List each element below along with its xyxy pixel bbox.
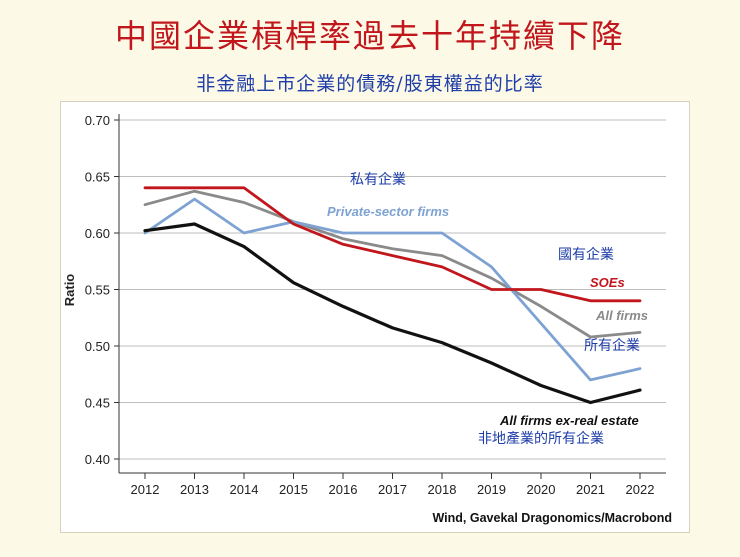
x-tick-label: 2012 xyxy=(131,482,160,497)
x-tick-label: 2018 xyxy=(428,482,457,497)
y-tick-label: 0.65 xyxy=(85,170,110,185)
series-label-ex-re: All firms ex-real estate xyxy=(499,413,639,428)
source-note: Wind, Gavekal Dragonomics/Macrobond xyxy=(432,511,672,525)
series-line-soes xyxy=(143,186,642,303)
axes xyxy=(118,114,666,479)
x-tick-label: 2021 xyxy=(576,482,605,497)
y-tick-label: 0.45 xyxy=(85,396,110,411)
y-tick-label: 0.40 xyxy=(85,452,110,467)
grid-lines xyxy=(114,119,666,460)
series-label-private-zh: 私有企業 xyxy=(350,171,406,188)
series-label-ex-re-zh: 非地產業的所有企業 xyxy=(478,430,604,447)
y-tick-label: 0.70 xyxy=(85,113,110,128)
series-line-all-firms xyxy=(143,189,642,339)
series-line-all-firms-ex-real-estate xyxy=(143,222,642,405)
series-label-soe: SOEs xyxy=(590,275,625,290)
x-tick-label: 2016 xyxy=(329,482,358,497)
page-title: 中國企業槓桿率過去十年持續下降 xyxy=(114,17,625,55)
chart-panel xyxy=(60,101,690,533)
x-tick-label: 2015 xyxy=(279,482,308,497)
x-tick-label: 2013 xyxy=(180,482,209,497)
x-tick-label: 2020 xyxy=(527,482,556,497)
y-tick-label: 0.55 xyxy=(85,283,110,298)
x-tick-label: 2017 xyxy=(378,482,407,497)
y-tick-label: 0.50 xyxy=(85,339,110,354)
x-tick-label: 2019 xyxy=(477,482,506,497)
series-label-private: Private-sector firms xyxy=(327,204,449,219)
series-lines xyxy=(143,186,642,405)
page-subtitle: 非金融上市企業的債務/股東權益的比率 xyxy=(196,73,544,95)
series-line-private-sector-firms xyxy=(143,197,642,382)
series-label-all-zh: 所有企業 xyxy=(584,337,640,354)
x-tick-labels: 2012 2013 2014 2015 2016 2017 2018 2019 2020 2021… xyxy=(131,482,655,497)
y-axis-label: Ratio xyxy=(62,274,77,307)
y-tick-label: 0.60 xyxy=(85,226,110,241)
series-label-soe-zh: 國有企業 xyxy=(558,246,614,263)
y-tick-labels: 0.40 0.45 0.50 0.55 0.60 0.65 0.70 xyxy=(85,113,110,467)
x-tick-label: 2014 xyxy=(230,482,259,497)
x-tick-label: 2022 xyxy=(626,482,655,497)
series-label-all: All firms xyxy=(595,308,648,323)
